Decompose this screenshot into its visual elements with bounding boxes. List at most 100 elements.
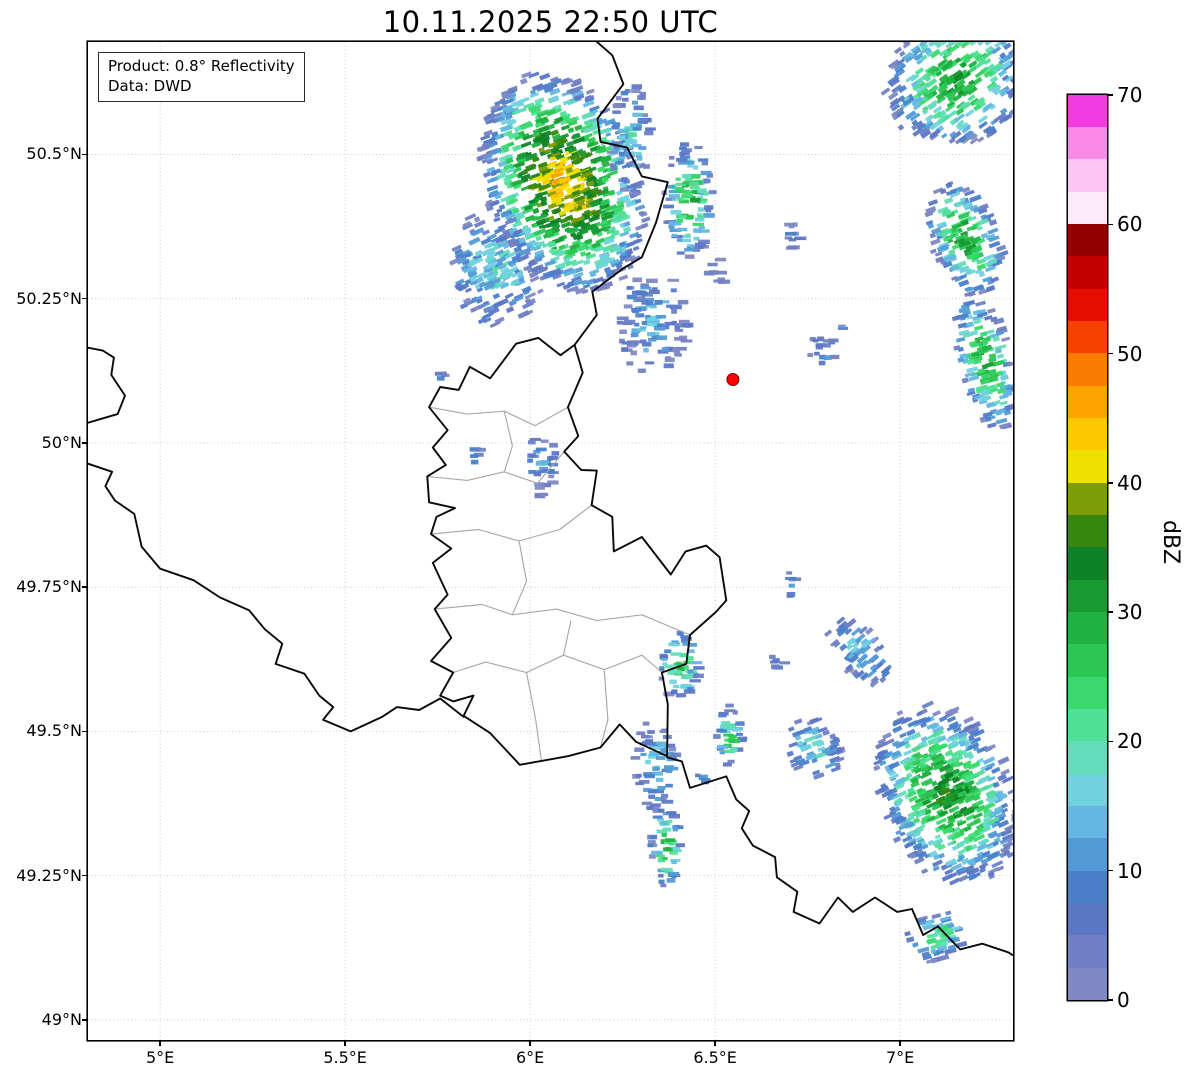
radar-echo-cell bbox=[786, 717, 846, 780]
x-tick-label: 5°E bbox=[145, 1048, 175, 1067]
radar-echo-cell bbox=[807, 336, 840, 366]
radar-echo-cell bbox=[904, 910, 968, 964]
x-tick bbox=[714, 1040, 716, 1046]
colorbar bbox=[1068, 94, 1107, 1000]
colorbar-tick bbox=[1107, 869, 1113, 872]
district-border bbox=[599, 669, 609, 748]
colorbar-segment bbox=[1068, 191, 1107, 225]
colorbar-segment bbox=[1068, 967, 1107, 1000]
x-tick-label: 6°E bbox=[515, 1048, 545, 1067]
y-tick-label: 50°N bbox=[41, 432, 82, 452]
y-tick bbox=[82, 153, 88, 156]
x-tick-label: 7°E bbox=[885, 1048, 915, 1067]
y-tick bbox=[82, 874, 88, 877]
colorbar-segment bbox=[1068, 515, 1107, 548]
radar-echo-cell bbox=[824, 616, 892, 688]
colorbar-segment bbox=[1068, 709, 1107, 742]
colorbar-segment bbox=[1068, 903, 1107, 936]
colorbar-segment bbox=[1068, 256, 1107, 289]
radar-echo-cell bbox=[448, 213, 548, 329]
colorbar-tick-label: 30 bbox=[1117, 600, 1143, 625]
colorbar-segment bbox=[1068, 935, 1107, 968]
x-tick bbox=[899, 1040, 901, 1046]
country-border bbox=[426, 336, 728, 766]
radar-echo-cell bbox=[769, 654, 791, 670]
radar-echo-cell bbox=[873, 700, 1013, 886]
radar-site-marker bbox=[726, 373, 740, 386]
radar-echo-cell bbox=[785, 571, 802, 598]
radar-echo-cell bbox=[951, 291, 1013, 430]
y-tick bbox=[82, 730, 88, 733]
colorbar-segment bbox=[1068, 612, 1107, 645]
colorbar-segment bbox=[1068, 450, 1107, 483]
colorbar-segment bbox=[1068, 385, 1107, 419]
colorbar-tick-label: 60 bbox=[1117, 212, 1143, 237]
colorbar-tick bbox=[1107, 611, 1113, 613]
product-label: Product: 0.8° Reflectivity bbox=[108, 57, 295, 75]
y-tick bbox=[82, 1019, 88, 1021]
district-border bbox=[428, 406, 569, 427]
country-border bbox=[88, 346, 126, 424]
radar-echo-cell bbox=[784, 222, 807, 250]
district-border bbox=[434, 603, 691, 636]
colorbar-tick-label: 50 bbox=[1117, 341, 1143, 366]
colorbar-tick-label: 10 bbox=[1117, 858, 1143, 883]
y-tick bbox=[82, 586, 88, 588]
y-tick-label: 49°N bbox=[41, 1009, 82, 1029]
timestamp-title: 10.11.2025 22:50 UTC bbox=[382, 5, 719, 39]
x-tick-label: 5.5°E bbox=[323, 1048, 367, 1067]
radar-echo-cell bbox=[606, 84, 656, 196]
colorbar-tick-label: 20 bbox=[1117, 729, 1143, 754]
colorbar-segment bbox=[1068, 288, 1107, 322]
product-info-box: Product: 0.8° Reflectivity Data: DWD bbox=[98, 52, 305, 102]
y-tick-label: 49.5°N bbox=[26, 721, 82, 741]
colorbar-segment bbox=[1068, 321, 1107, 354]
colorbar-segment bbox=[1068, 676, 1107, 710]
district-border bbox=[511, 540, 528, 616]
country-border bbox=[88, 462, 465, 733]
colorbar-tick bbox=[1107, 352, 1113, 355]
colorbar-tick bbox=[1107, 482, 1113, 484]
district-border bbox=[503, 411, 513, 472]
radar-echo-cell bbox=[703, 257, 731, 284]
colorbar-segment bbox=[1068, 224, 1107, 257]
colorbar-segment bbox=[1068, 482, 1107, 516]
colorbar-tick bbox=[1107, 740, 1113, 743]
radar-echo-cell bbox=[647, 808, 685, 888]
radar-echo-cell bbox=[476, 71, 651, 295]
grid-lines bbox=[88, 42, 1013, 1040]
colorbar-segment bbox=[1068, 547, 1107, 580]
radar-echo-cell bbox=[661, 142, 717, 259]
colorbar-tick-label: 70 bbox=[1117, 83, 1143, 107]
map-canvas bbox=[88, 42, 1013, 1040]
y-tick-label: 49.25°N bbox=[16, 865, 82, 885]
colorbar-tick-label: 40 bbox=[1117, 470, 1143, 495]
colorbar-segment bbox=[1068, 418, 1107, 451]
x-tick bbox=[159, 1040, 161, 1046]
district-border bbox=[453, 654, 663, 674]
y-tick bbox=[82, 297, 88, 300]
colorbar-tick bbox=[1107, 94, 1113, 96]
radar-echo-cell bbox=[658, 630, 705, 698]
radar-echo-cell bbox=[880, 42, 1013, 145]
colorbar-segment bbox=[1068, 127, 1107, 160]
data-source-label: Data: DWD bbox=[108, 76, 192, 95]
y-tick-label: 50.25°N bbox=[16, 288, 82, 308]
colorbar-segment bbox=[1068, 159, 1107, 192]
colorbar-segment bbox=[1068, 870, 1107, 904]
colorbar-segment bbox=[1068, 806, 1107, 839]
colorbar-tick bbox=[1107, 223, 1113, 226]
colorbar-segment bbox=[1068, 644, 1107, 677]
radar-echo-cell bbox=[713, 703, 748, 767]
country-border bbox=[573, 42, 669, 346]
radar-echo-cell bbox=[469, 447, 486, 465]
map-panel: Product: 0.8° Reflectivity Data: DWD bbox=[88, 42, 1013, 1040]
y-tick-label: 49.75°N bbox=[16, 577, 82, 597]
district-border bbox=[562, 620, 572, 656]
y-tick-label: 50.5°N bbox=[26, 144, 82, 164]
x-tick-label: 6.5°E bbox=[693, 1048, 737, 1067]
colorbar-tick-label: 0 bbox=[1117, 988, 1130, 1012]
colorbar-tick bbox=[1107, 999, 1113, 1001]
y-tick bbox=[82, 442, 88, 444]
colorbar-segment bbox=[1068, 773, 1107, 807]
